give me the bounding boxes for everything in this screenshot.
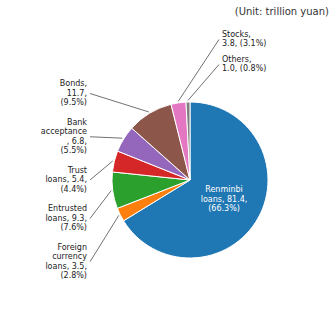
label-line: Renminbi [205, 185, 243, 194]
label-line: loans, 9.3, [45, 214, 87, 223]
slice-label: Trustloans, 5.4,(4.4%) [45, 166, 87, 194]
label-line: acceptance [41, 127, 87, 136]
slice [171, 102, 190, 180]
label-line: (66.3%) [208, 204, 240, 213]
leader-line [90, 191, 111, 219]
label-line: (5.5%) [60, 146, 87, 155]
leader-line [178, 40, 219, 102]
slice-label: Renminbiloans, 81.4,(66.3%) [201, 185, 248, 213]
leader-line [90, 94, 149, 112]
leader-line [90, 161, 113, 180]
leader-line [188, 65, 219, 101]
label-line: (9.5%) [60, 98, 87, 107]
label-line: loans, 81.4, [201, 195, 248, 204]
label-line: Stocks, [222, 30, 251, 39]
label-line: Bonds, [60, 79, 87, 88]
label-line: (7.6%) [60, 223, 87, 232]
label-line: Foreign [57, 243, 87, 252]
label-line: (4.4%) [60, 185, 87, 194]
title: (Unit: trillion yuan) [235, 6, 329, 17]
label-line: loans, 3.5, [45, 262, 87, 271]
slice-label: Bankacceptance, 6.8,(5.5%) [41, 118, 88, 156]
label-line: Bank [67, 118, 87, 127]
slice-label: Stocks,3.8, (3.1%) [222, 30, 266, 49]
label-line: 1.0, (0.8%) [222, 64, 266, 73]
label-line: , 6.8, [67, 137, 87, 146]
label-line: Trust [67, 166, 87, 175]
labels: Renminbiloans, 81.4,(66.3%) Bonds,11.7,(9… [41, 30, 267, 280]
slice-label: Bonds,11.7,(9.5%) [60, 79, 87, 107]
leader-line [90, 137, 122, 138]
label-line: Others, [222, 55, 251, 64]
label-line: Entrusted [48, 204, 87, 213]
chart: (Unit: trillion yuan) Renminbiloans, 81.4… [0, 0, 335, 320]
slice [186, 102, 190, 180]
pie [112, 102, 268, 258]
label-line: loans, 5.4, [45, 175, 87, 184]
label-line: currency [52, 252, 87, 261]
label-line: (2.8%) [60, 271, 87, 280]
label-line: 3.8, (3.1%) [222, 39, 266, 48]
slice-label: Entrustedloans, 9.3,(7.6%) [45, 204, 87, 232]
slice-label: Others,1.0, (0.8%) [222, 55, 266, 74]
slice-label: Foreigncurrencyloans, 3.5,(2.8%) [45, 243, 87, 280]
leader-line [90, 215, 119, 261]
label-line: 11.7, [67, 89, 87, 98]
